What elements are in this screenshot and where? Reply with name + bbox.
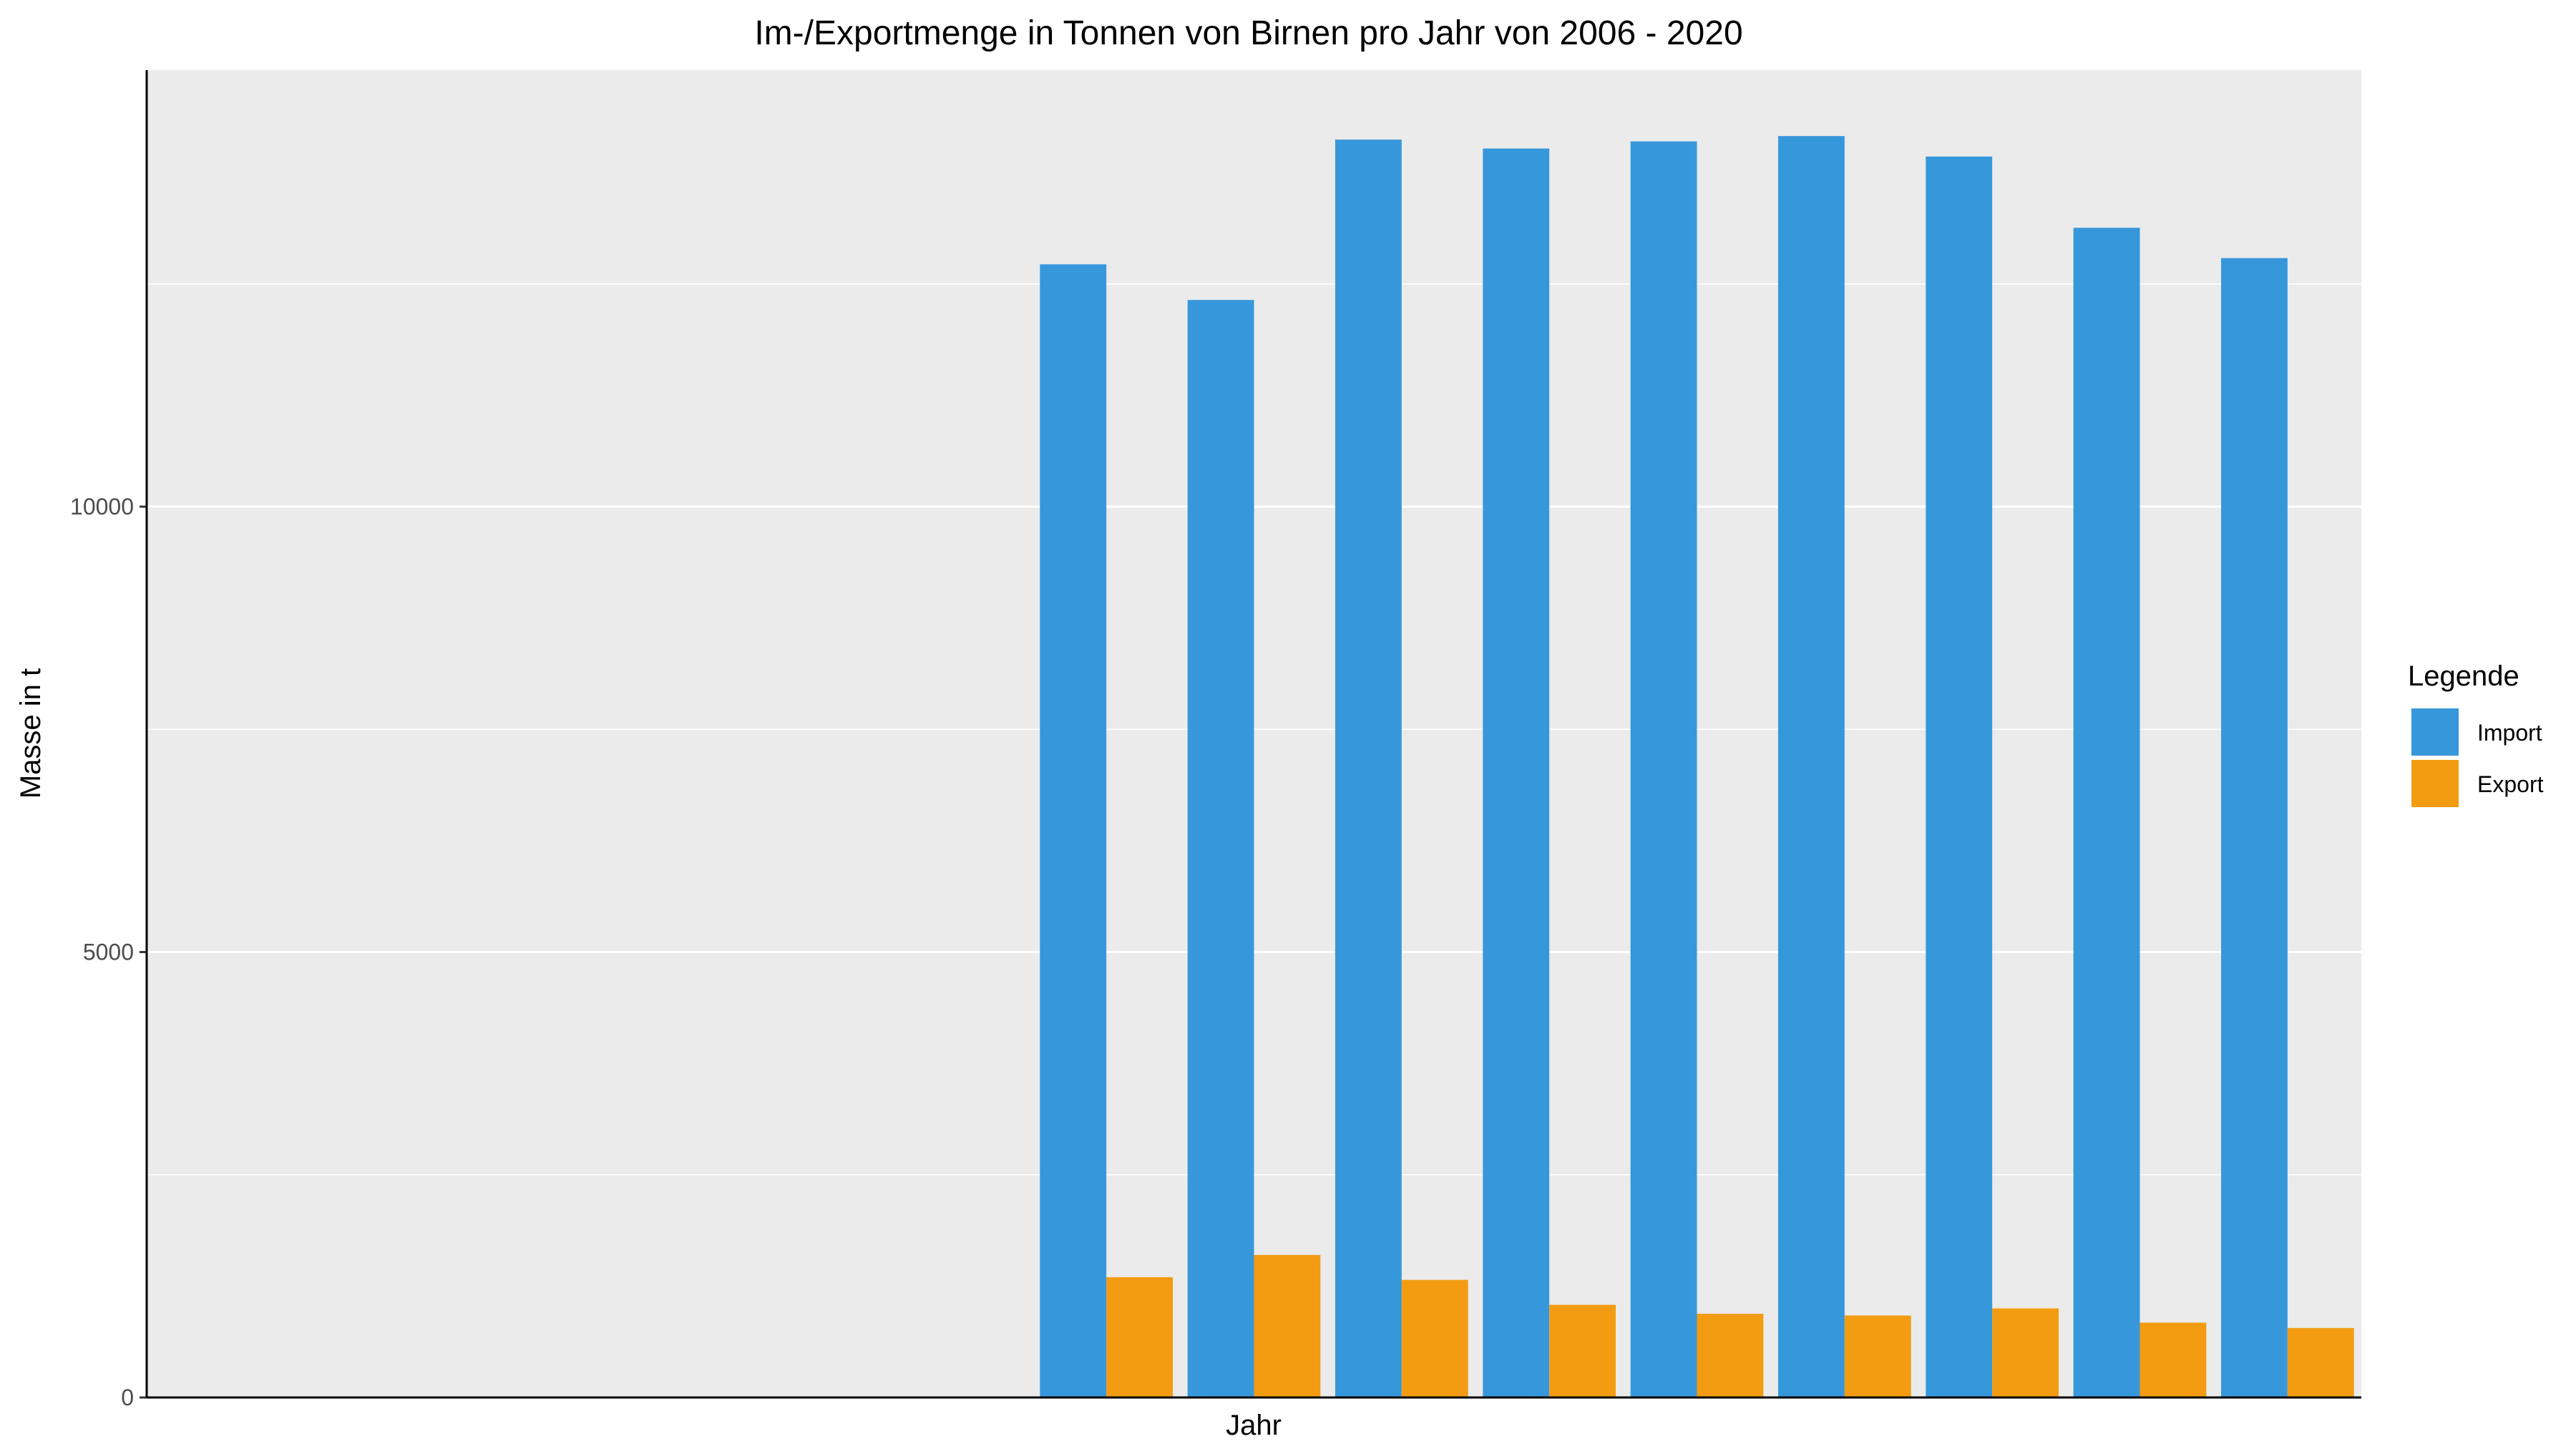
bar-export — [1844, 1315, 1911, 1397]
y-tick-label: 0 — [121, 1385, 134, 1410]
bar-import — [2220, 258, 2288, 1397]
bar-export — [1254, 1254, 1321, 1397]
bar-export — [1549, 1304, 1616, 1397]
y-axis-ticks: 0 5000 10000 — [70, 494, 147, 1410]
legend-label-export: Export — [2477, 771, 2544, 797]
legend-label-import: Import — [2477, 720, 2542, 746]
bar-export — [1401, 1279, 1468, 1397]
bar-export — [1992, 1308, 2059, 1397]
bar-export — [1106, 1277, 1174, 1397]
bar-export — [2140, 1322, 2207, 1397]
x-axis-title: Jahr — [1226, 1410, 1282, 1441]
bars — [1040, 136, 2354, 1398]
bar-import — [1483, 148, 1550, 1398]
bar-import — [1040, 264, 1107, 1397]
y-tick-label: 5000 — [83, 940, 134, 965]
legend-swatch-import — [2411, 708, 2459, 756]
bar-import — [2073, 228, 2140, 1397]
legend: Legende Import Export — [2408, 660, 2544, 807]
bar-import — [1926, 156, 1993, 1398]
bar-import — [1335, 140, 1402, 1397]
bar-export — [1697, 1313, 1764, 1397]
y-tick-label: 10000 — [70, 494, 134, 519]
chart-title: Im-/Exportmenge in Tonnen von Birnen pro… — [754, 14, 1742, 52]
bar-import — [1777, 136, 1845, 1397]
bar-export — [2287, 1327, 2354, 1397]
legend-swatch-export — [2411, 760, 2459, 807]
bar-import — [1187, 300, 1254, 1397]
legend-title: Legende — [2408, 660, 2519, 692]
bar-import — [1630, 141, 1697, 1398]
y-axis-title: Masse in t — [15, 668, 47, 799]
